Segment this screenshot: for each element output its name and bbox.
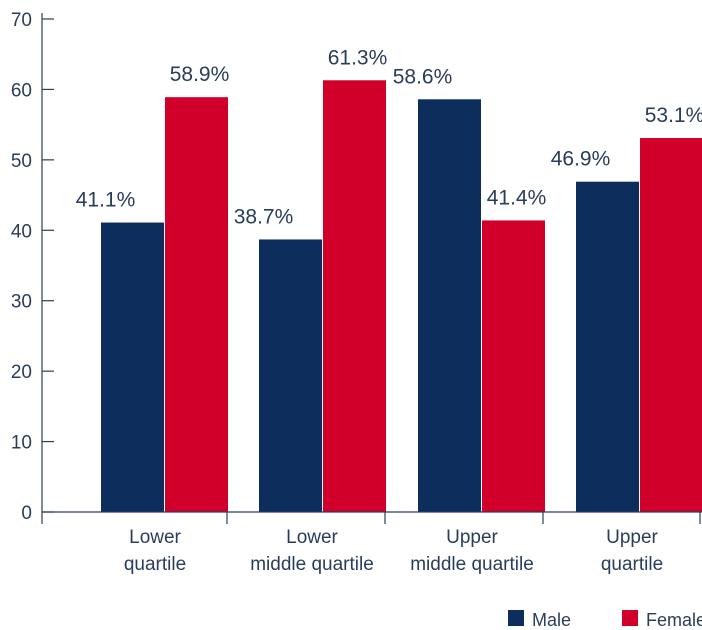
- data-label-female: 41.4%: [487, 186, 547, 209]
- x-category-label: middle quartile: [250, 554, 374, 575]
- legend-swatch-male: [508, 610, 524, 626]
- x-category-label: Lower: [286, 527, 338, 548]
- legend-label-male: Male: [532, 610, 571, 630]
- data-label-male: 38.7%: [234, 205, 294, 228]
- bar-male: [101, 222, 164, 512]
- data-label-male: 58.6%: [393, 65, 453, 88]
- x-category-label: Lower: [129, 527, 181, 548]
- legend-label-female: Female: [646, 610, 702, 630]
- data-label-male: 41.1%: [76, 189, 136, 212]
- bar-female: [482, 220, 545, 512]
- bars: [101, 80, 702, 513]
- data-label-female: 61.3%: [328, 46, 388, 69]
- x-category-label: quartile: [601, 554, 663, 575]
- x-category-label: middle quartile: [410, 554, 534, 575]
- x-category-label: Upper: [606, 527, 658, 548]
- y-axis: 0 10 20 30 40 50 60 70: [11, 10, 54, 524]
- y-tick-label: 10: [11, 433, 32, 454]
- data-label-female: 53.1%: [645, 104, 702, 127]
- data-labels: 41.1% 58.9% 38.7% 61.3%58.6% 41.4%46.9% 53.1%: [76, 46, 702, 228]
- x-category-label: quartile: [124, 554, 186, 575]
- y-tick-label: 60: [11, 80, 32, 101]
- y-tick-label: 70: [11, 10, 32, 31]
- bar-female: [640, 138, 702, 512]
- bar-male: [418, 99, 481, 512]
- legend: Male Female: [508, 610, 702, 630]
- x-axis: Lower quartile Lower middle quartile Upper mi…: [41, 511, 702, 575]
- y-tick-label: 50: [11, 151, 32, 172]
- data-label-female: 58.9%: [170, 63, 230, 86]
- bar-female: [323, 80, 386, 512]
- bar-female: [165, 97, 228, 512]
- y-tick-label: 40: [11, 221, 32, 242]
- y-tick-label: 20: [11, 362, 32, 383]
- bar-male: [259, 239, 322, 513]
- x-category-label: Upper: [446, 527, 498, 548]
- data-label-male: 46.9%: [551, 148, 611, 171]
- legend-swatch-female: [622, 610, 638, 626]
- bar-male: [576, 181, 639, 512]
- y-tick-label: 30: [11, 292, 32, 313]
- y-tick-label: 0: [21, 503, 32, 524]
